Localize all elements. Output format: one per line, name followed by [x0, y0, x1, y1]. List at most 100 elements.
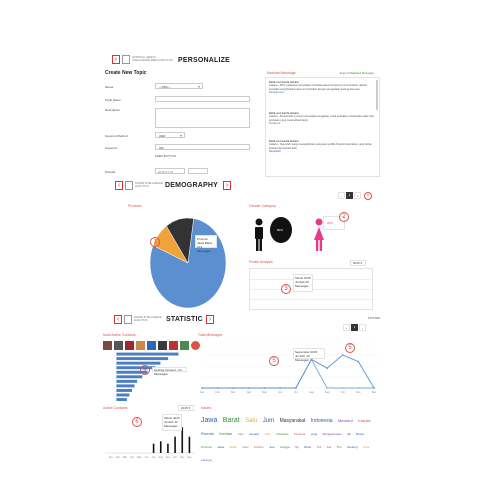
avatar[interactable]: [114, 341, 123, 350]
issue-word[interactable]: Juta: [269, 445, 275, 449]
male-icon: [255, 218, 263, 251]
issue-word[interactable]: Jawa: [217, 445, 225, 449]
pie-slice: [166, 217, 194, 264]
male-icon: [252, 212, 254, 214]
issue-word[interactable]: Rumah: [201, 431, 214, 436]
close-icon[interactable]: ×: [364, 192, 372, 200]
export-link[interactable]: Export Matched Message: [340, 71, 375, 75]
issue-word[interactable]: Satu: [264, 432, 271, 436]
series-line: [202, 354, 375, 389]
pagination: ‹ 1 ›: [338, 192, 361, 199]
bar: [116, 361, 161, 365]
keyword-input[interactable]: OR: [155, 144, 250, 150]
back-button[interactable]: ‹: [112, 55, 120, 64]
description-textarea[interactable]: [155, 108, 250, 128]
next-button[interactable]: ›: [223, 181, 231, 190]
topic-name-input[interactable]: [155, 96, 250, 102]
province-tooltip: Provinsi Jawa Barat: 101 Messages: [195, 235, 217, 253]
issue-word[interactable]: Tim: [336, 445, 342, 449]
logo-text-line1: HUMAN INTELLIGENCE: [134, 316, 162, 319]
most-active-tooltip: Hosting Account : 24 Messages: [152, 367, 187, 376]
issue-word[interactable]: Dia: [326, 445, 332, 449]
issue-word[interactable]: Masyarakat: [279, 418, 306, 424]
matched-message-title: Matched Message: [267, 71, 296, 75]
issue-word[interactable]: Pertama: [293, 432, 306, 436]
province-pie-chart: [149, 217, 227, 309]
series-point: [357, 360, 360, 363]
logo-icon: [124, 315, 132, 324]
page-prev-button[interactable]: ‹: [343, 324, 350, 331]
message-item[interactable]: Detik.com berita terbaru Jakarta - Pemer…: [269, 112, 374, 126]
issue-word[interactable]: Kata: [363, 445, 370, 449]
issue-word[interactable]: Jum: [262, 418, 275, 424]
x-tick-label: Nov: [180, 456, 185, 459]
issue-word[interactable]: Wakil: [229, 445, 237, 449]
issue-word[interactable]: Indonesia: [310, 418, 333, 424]
issue-word[interactable]: Bank: [304, 445, 312, 449]
x-tick-label: Sep: [166, 456, 171, 459]
issue-word[interactable]: Menggunakan: [322, 432, 342, 436]
avatar[interactable]: [191, 341, 200, 350]
x-tick-label: Jan: [200, 390, 205, 394]
back-button[interactable]: ‹: [114, 315, 122, 324]
issue-word[interactable]: Satu: [242, 445, 249, 449]
issue-word[interactable]: Lainnya: [201, 458, 212, 462]
issue-word[interactable]: Negara: [249, 432, 260, 436]
avatar[interactable]: [180, 341, 189, 350]
issue-word[interactable]: Hingga: [280, 445, 290, 449]
issue-word[interactable]: Menurut: [338, 418, 353, 423]
period-start-input[interactable]: 2015-01-01: [155, 168, 185, 174]
chevron-down-icon: ▾: [359, 261, 363, 265]
next-button[interactable]: ›: [206, 315, 214, 324]
bar: [116, 384, 135, 388]
message-item[interactable]: Detik.com berita terbaru Jakarta - Sejum…: [269, 140, 372, 154]
scrollbar[interactable]: [376, 80, 378, 110]
page-1-button[interactable]: 1: [351, 324, 358, 331]
issue-word[interactable]: Gedung: [347, 445, 358, 449]
issue-word[interactable]: Barat: [222, 417, 240, 424]
avatar[interactable]: [158, 341, 167, 350]
period-end-input[interactable]: [188, 168, 208, 174]
issue-word[interactable]: Provinsi: [201, 445, 212, 449]
issue-word[interactable]: Besar: [356, 432, 365, 436]
message-item[interactable]: Detik.com berita terbaru Jakarta - KPK m…: [269, 81, 368, 95]
issue-word[interactable]: Ny: [295, 445, 299, 449]
field-label: Description: [105, 108, 121, 112]
page-prev-button[interactable]: ‹: [338, 192, 345, 199]
personalize-panel: ‹ ARTIFICIAL GENIUS INTELLIGENCE MEDIA A…: [100, 50, 385, 178]
avatar[interactable]: [125, 341, 134, 350]
issue-word[interactable]: Satu: [244, 418, 258, 424]
back-button[interactable]: ‹: [115, 181, 123, 190]
issue-word[interactable]: Korban: [253, 445, 264, 449]
form-title: Create New Topic: [105, 70, 147, 76]
x-tick-label: Jul: [152, 456, 156, 459]
keyword-method-select[interactable]: AND ▾: [155, 132, 185, 138]
issue-word[interactable]: Tak: [316, 445, 322, 449]
issue-word[interactable]: Korban: [219, 431, 233, 436]
gender-title: Gender Category: [249, 204, 276, 208]
avatar[interactable]: [136, 341, 145, 350]
avatar[interactable]: [147, 341, 156, 350]
avatar[interactable]: [103, 341, 112, 350]
page-next-button[interactable]: ›: [354, 192, 361, 199]
issue-word[interactable]: yang: [310, 432, 318, 436]
series-point: [279, 387, 281, 389]
logo-text-line1: ARTIFICIAL GENIUS: [132, 56, 156, 59]
issue-word[interactable]: Kawasan: [276, 432, 289, 436]
nama-select[interactable]: ---Pilih--- ▾: [155, 83, 203, 89]
avatar[interactable]: [169, 341, 178, 350]
page-title: DEMOGRAPHY: [165, 182, 218, 189]
page-1-button[interactable]: 1: [346, 192, 353, 199]
year-select[interactable]: 2015 ▾: [350, 260, 366, 266]
issue-word[interactable]: Jawa: [201, 417, 218, 424]
page-next-button[interactable]: ›: [359, 324, 366, 331]
issue-word[interactable]: Kepala: [358, 418, 371, 423]
field-label: Nama: [105, 85, 114, 89]
year-select[interactable]: 2015 ▾: [178, 405, 194, 411]
issue-word[interactable]: Salu: [237, 432, 244, 436]
issue-word[interactable]: Air: [347, 432, 351, 436]
male-percent-circle: 80%: [270, 217, 292, 243]
bar: [116, 393, 130, 397]
badge-5: 5: [269, 356, 279, 366]
most-active-title: Most Active Contacts: [103, 333, 136, 337]
